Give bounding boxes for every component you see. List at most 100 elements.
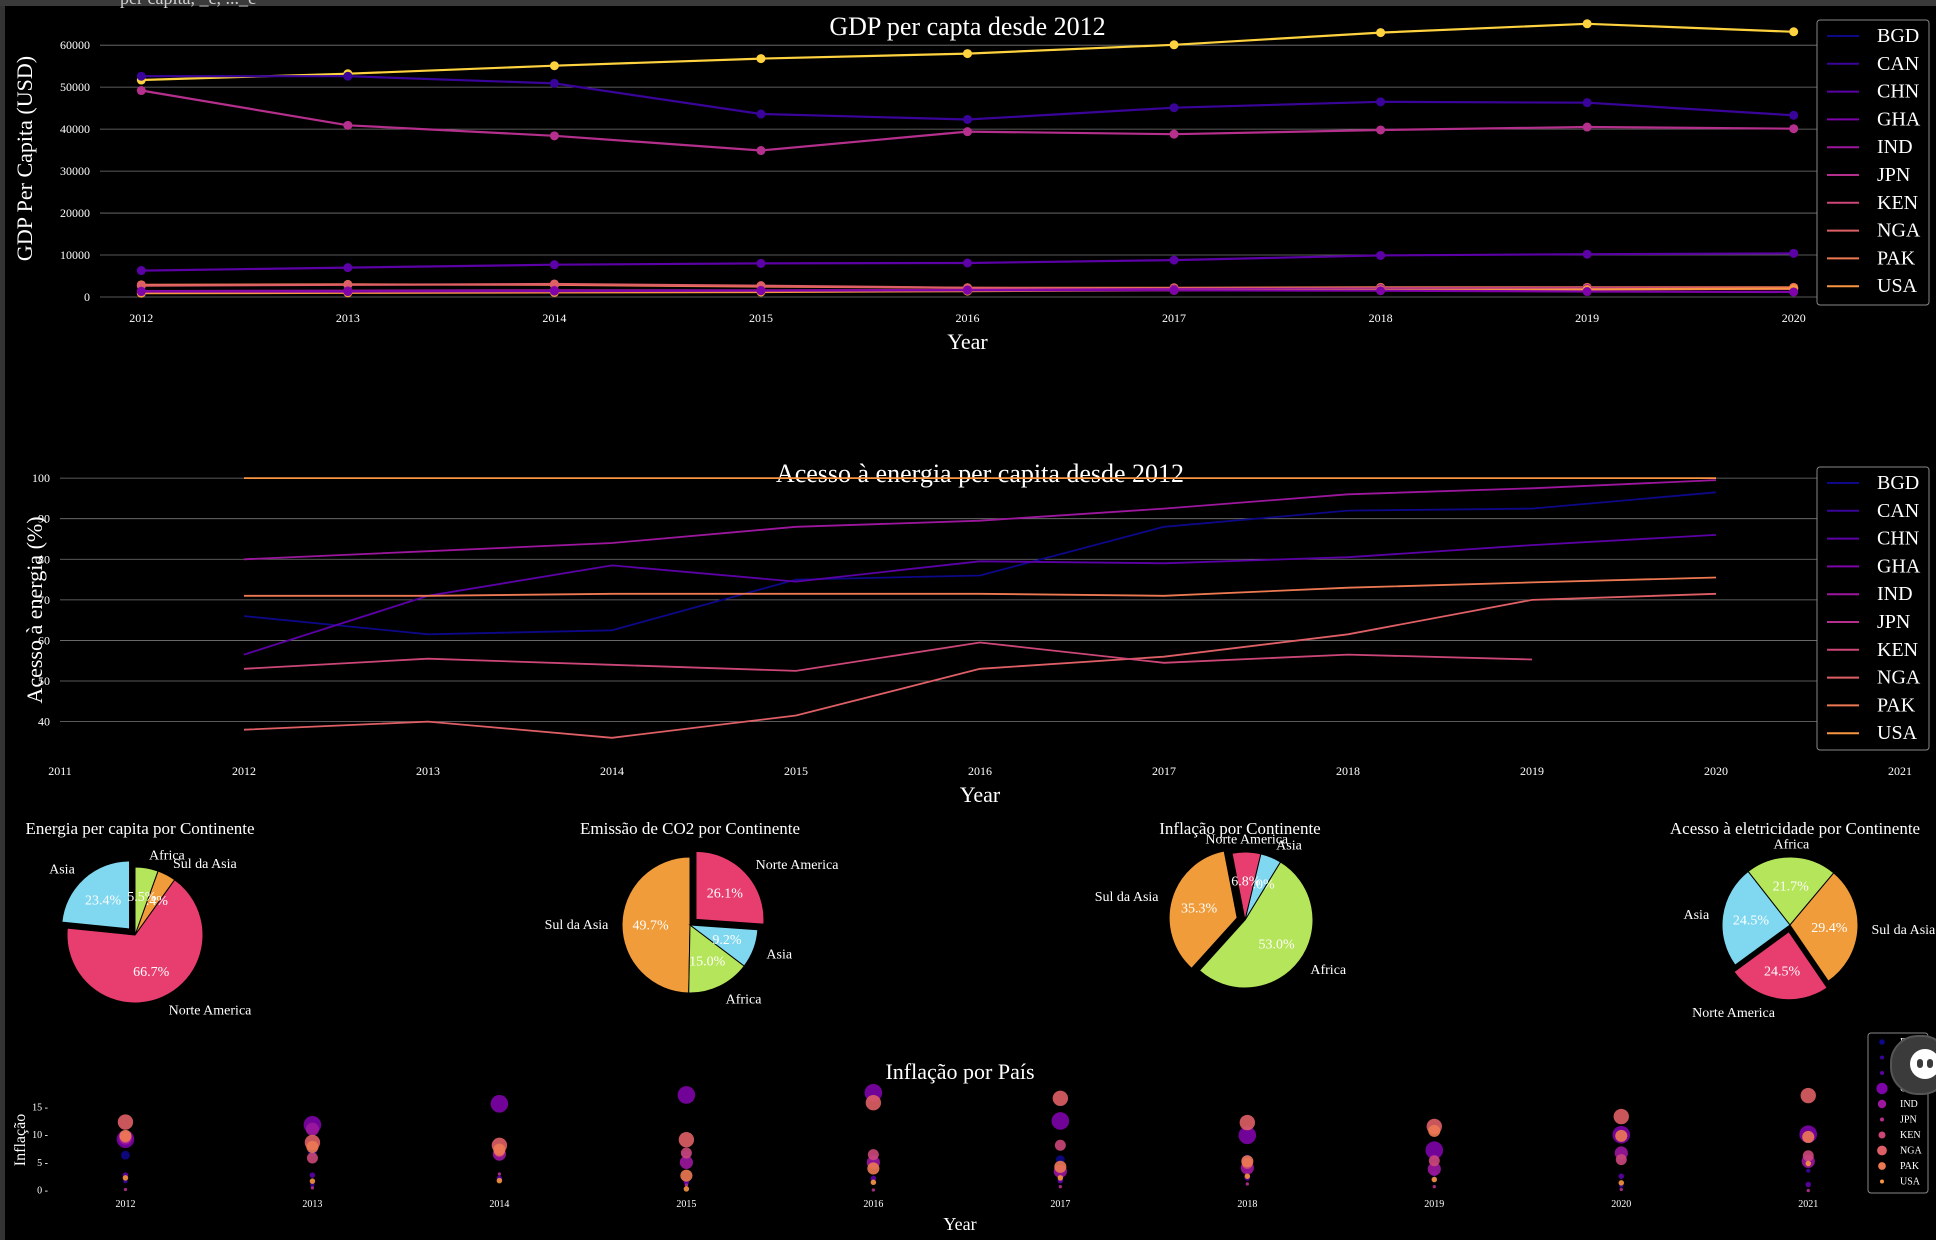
scatter-point-chn (309, 1172, 316, 1178)
legend-label: BGD (1877, 472, 1919, 494)
legend-label: NGA (1900, 1146, 1922, 1157)
scatter-point-nga (678, 1132, 695, 1148)
assistant-bubble-button[interactable] (1890, 1035, 1936, 1095)
pie-percent-label: 5.5% (127, 890, 157, 905)
series-line-ind (243, 534, 1717, 656)
legend-label: JPN (1900, 1115, 1917, 1126)
data-point-jpn (136, 86, 146, 96)
legend-label: KEN (1877, 192, 1918, 214)
pie-slice-norte-america (1231, 851, 1262, 921)
x-tick-label: 2017 (1050, 1199, 1070, 1210)
pie-percent-label: 53.0% (1259, 938, 1296, 953)
chart-title: GDP per capta desde 2012 (829, 12, 1105, 41)
data-point-usa (756, 54, 766, 64)
legend-label: KEN (1900, 1130, 1921, 1141)
data-point-can (343, 71, 353, 81)
pie-slice-norte-america (695, 850, 765, 925)
series-line-jpn (243, 479, 1717, 561)
legend-label: USA (1900, 1177, 1921, 1188)
x-tick-label: 2019 (1520, 764, 1544, 778)
pie-category-label: Asia (49, 862, 75, 877)
x-tick-label: 2019 (1424, 1199, 1444, 1210)
pie-title: Energia per capita por Continente (25, 819, 254, 838)
legend-label: JPN (1877, 611, 1910, 633)
x-tick-label: 2021 (1798, 1199, 1818, 1210)
pie-slice-africa (688, 924, 745, 994)
pie-slice-africa (134, 866, 159, 936)
scatter-point-pak (680, 1169, 693, 1182)
scatter-point-nga (1613, 1108, 1629, 1125)
data-point-jpn (756, 146, 766, 156)
data-point-pak (549, 286, 559, 296)
pie-category-label: Africa (1310, 963, 1347, 978)
scatter-point-nga (865, 1095, 882, 1111)
y-tick-label: 40 (38, 715, 50, 729)
x-tick-label: 2012 (232, 764, 256, 778)
legend-label: IND (1877, 583, 1913, 605)
data-point-pak (1376, 286, 1386, 296)
pie-percent-label: 49.7% (632, 919, 669, 934)
pie-percent-label: 15.0% (689, 954, 726, 969)
pie-category-label: Sul da Asia (173, 857, 238, 872)
x-tick-label: 2013 (336, 311, 360, 325)
pie-slice-africa (1198, 861, 1314, 989)
scatter-point-nga (1239, 1114, 1256, 1131)
legend-swatch (1877, 1145, 1887, 1156)
scatter-point-pak (1054, 1160, 1067, 1173)
y-tick-label: 100 (32, 471, 50, 485)
y-axis-label: Acesso à energia (%) (22, 516, 47, 703)
pie-slice-sul-da-asia (1168, 850, 1238, 970)
legend-swatch (1878, 1162, 1886, 1170)
pie-percent-label: 66.7% (133, 965, 170, 980)
x-tick-label: 2017 (1152, 764, 1176, 778)
series-line-gha (243, 641, 1533, 672)
pie-category-label: Asia (1684, 908, 1710, 923)
data-point-pak (343, 287, 353, 297)
pie-category-label: Norte America (169, 1003, 253, 1018)
legend-swatch (1876, 1082, 1888, 1095)
data-point-usa (1376, 28, 1386, 38)
pie-slice-sul-da-asia (1789, 872, 1859, 982)
scatter-point-ken (306, 1152, 318, 1164)
x-tick-label: 2012 (115, 1199, 135, 1210)
legend-swatch (1880, 1179, 1884, 1184)
pie-percent-label: 26.1% (707, 887, 744, 902)
scatter-point-jpn (684, 1183, 689, 1187)
scatter-point-jpn (123, 1187, 128, 1192)
y-tick-label: 10000 (60, 248, 90, 262)
y-tick-label: 70 (38, 593, 50, 607)
scatter-point-ind (679, 1155, 693, 1169)
x-axis-label: Year (947, 329, 988, 354)
pie-slice-asia (61, 860, 131, 930)
legend-label: IND (1900, 1099, 1918, 1110)
pie-percent-label: 6.8% (1231, 875, 1261, 890)
data-point-can (136, 71, 146, 81)
x-tick-label: 2011 (48, 764, 72, 778)
pie-percent-label: 24.5% (1733, 914, 1770, 929)
data-point-jpn (1789, 124, 1799, 134)
pie-percent-label: 35.3% (1181, 901, 1218, 916)
legend-label: PAK (1900, 1161, 1920, 1172)
y-tick-label: 80 (38, 552, 50, 566)
y-tick-label: 60 (38, 633, 50, 647)
data-point-can (963, 114, 972, 124)
legend-swatch (1880, 1055, 1884, 1060)
y-tick-label: 40000 (60, 122, 90, 136)
window-top-strip: per capita, _c, ..._c (0, 0, 1936, 8)
scatter-point-jpn (1245, 1182, 1249, 1186)
scatter-point-can (1806, 1168, 1811, 1173)
pie-slice-sul-da-asia (621, 856, 691, 994)
pie-slice-norte-america (66, 879, 204, 1004)
series-line-can (141, 75, 1794, 121)
pie-category-label: Africa (1774, 837, 1811, 852)
data-point-chn (1582, 249, 1592, 259)
assistant-face-icon (1910, 1049, 1936, 1079)
scatter-point-gha (1051, 1112, 1070, 1130)
series-line-bgd (243, 491, 1717, 636)
scatter-point-jpn (497, 1172, 502, 1176)
pie-category-label: Sul da Asia (1095, 890, 1160, 905)
x-tick-label: 2021 (1888, 764, 1912, 778)
x-tick-label: 2015 (784, 764, 808, 778)
scatter-point-ken (867, 1149, 879, 1161)
